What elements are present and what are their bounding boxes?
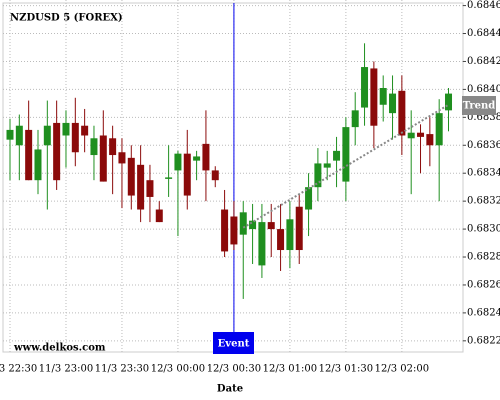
candle-body	[81, 125, 89, 136]
y-tick-label: 0.6824	[467, 307, 500, 318]
candle-body	[165, 177, 173, 179]
candle-body	[333, 150, 341, 161]
y-tick-label: 0.6842	[467, 56, 500, 67]
candle-body	[267, 222, 275, 230]
candle-body	[221, 209, 229, 252]
y-tick-label: 0.6840	[467, 84, 500, 95]
candle-body	[445, 93, 453, 111]
candle-body	[25, 129, 33, 181]
candle-body	[183, 153, 191, 196]
y-tick-label: 0.6822	[467, 335, 500, 346]
trend-label-box	[462, 96, 496, 115]
y-tick-label: 0.6826	[467, 279, 500, 290]
candle-body	[370, 68, 378, 126]
candle-body	[193, 156, 201, 161]
chart-title: NZDUSD 5 (FOREX)	[10, 13, 123, 24]
candle-body	[295, 206, 303, 251]
x-tick-label: 11/3 23:00	[39, 364, 93, 375]
candle-body	[342, 127, 350, 182]
y-tick-label: 0.6830	[467, 224, 500, 235]
x-tick-label: 12/3 01:30	[319, 364, 373, 375]
watermark: www.delkos.com	[13, 343, 106, 354]
candle-body	[43, 125, 51, 146]
x-tick-label: 12/3 02:00	[375, 364, 429, 375]
candle-body	[137, 164, 145, 210]
event-label: Event	[218, 339, 250, 350]
y-tick-label: 0.6836	[467, 140, 500, 151]
candle-body	[34, 149, 42, 181]
y-tick-label: 0.6828	[467, 252, 500, 263]
candle-body	[211, 170, 219, 181]
candle-body	[62, 122, 70, 136]
candle-body	[202, 143, 210, 171]
candle-body	[435, 113, 443, 146]
candle-body	[277, 229, 285, 251]
x-tick-label: 12/3 00:30	[207, 364, 261, 375]
candle-body	[323, 163, 331, 168]
x-tick-label: 11/3 23:30	[95, 364, 149, 375]
candle-body	[417, 132, 425, 137]
y-tick-label: 0.6834	[467, 168, 500, 179]
candle-body	[286, 219, 294, 251]
candle-body	[398, 90, 406, 136]
candle-body	[230, 216, 238, 245]
y-tick-label: 0.6838	[467, 112, 500, 123]
candle-body	[361, 67, 369, 108]
candle-body	[6, 129, 14, 140]
candle-body	[258, 222, 266, 266]
candle-body	[249, 220, 257, 230]
y-tick-label: 0.6832	[467, 196, 500, 207]
candle-body	[239, 212, 247, 235]
candle-body	[53, 122, 61, 181]
candle-body	[426, 134, 434, 146]
candle-body	[15, 125, 23, 146]
trend-label: Trend	[463, 101, 496, 112]
candle-body	[71, 122, 79, 153]
candle-body	[109, 138, 117, 156]
candle-body	[146, 180, 154, 197]
candle-body	[118, 152, 126, 164]
candle-body	[407, 132, 415, 139]
candle-body	[389, 93, 397, 114]
event-box	[213, 332, 254, 354]
x-tick-label: 11/3 22:30	[0, 364, 37, 375]
x-tick-label: 12/3 00:00	[151, 364, 205, 375]
y-tick-label: 0.6846	[467, 0, 500, 11]
candle-body	[99, 135, 107, 182]
candle-body	[127, 157, 135, 196]
candle-body	[90, 138, 98, 156]
candle-body	[379, 88, 387, 105]
x-tick-label: 12/3 01:00	[263, 364, 317, 375]
candle-body	[305, 187, 313, 210]
candle-body	[351, 110, 359, 128]
candle-body	[314, 163, 322, 188]
candle-body	[174, 153, 182, 171]
y-tick-label: 0.6844	[467, 28, 500, 39]
x-axis-label: Date	[217, 384, 243, 395]
plot-frame	[2, 2, 464, 353]
candle-body	[155, 209, 163, 223]
